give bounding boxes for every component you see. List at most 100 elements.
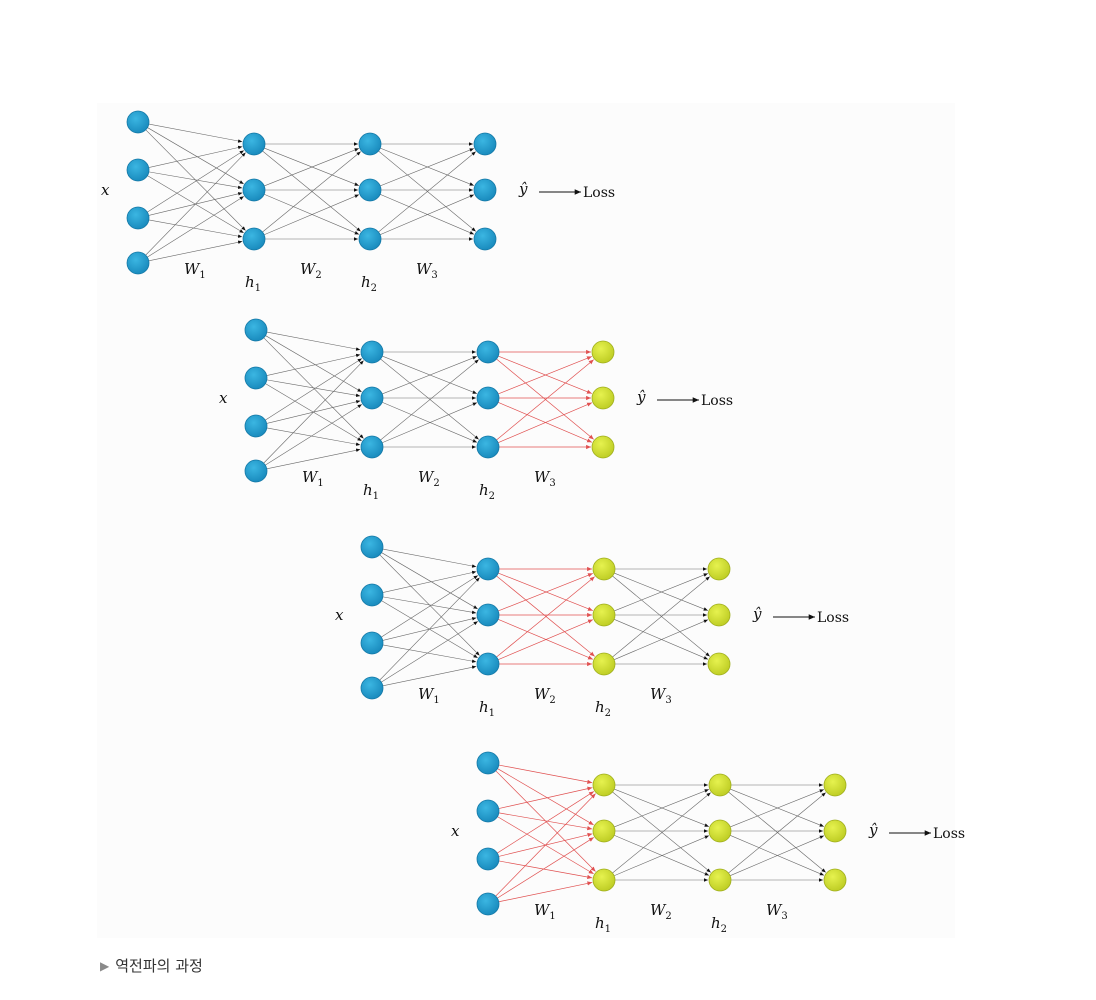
layer2-node <box>358 227 382 251</box>
input-node <box>126 206 150 230</box>
output-label-yhat: ŷ <box>752 605 762 623</box>
edge <box>498 764 593 784</box>
weights-w2-edges <box>380 350 479 449</box>
loss-label: Loss <box>933 826 965 842</box>
edge <box>730 835 825 876</box>
layer2-node <box>708 773 732 797</box>
weights-w3-edges <box>728 783 826 882</box>
input-label-x: x <box>335 606 344 624</box>
layer1-node <box>592 868 616 892</box>
input-node <box>476 751 500 775</box>
hidden-label-h2: h2 <box>711 914 727 935</box>
edge <box>378 151 476 233</box>
weights-w2-edges <box>612 783 711 882</box>
edge <box>728 791 826 873</box>
layer1-node <box>242 132 266 156</box>
weight-label-w2: W2 <box>300 260 322 281</box>
edge <box>266 427 361 446</box>
weight-label-w2: W2 <box>418 468 440 489</box>
input-node <box>476 799 500 823</box>
edge <box>379 577 480 681</box>
stage-backprop-w2: x W1 h1 W2 h2 W3 ŷ Loss <box>335 535 849 719</box>
edge <box>147 150 245 213</box>
edge <box>264 148 359 187</box>
input-node <box>244 366 268 390</box>
weight-label-w2: W2 <box>534 685 556 706</box>
edge <box>380 148 474 187</box>
layer1-node <box>476 557 500 581</box>
layer2-node <box>476 435 500 459</box>
layer3-node <box>823 819 847 843</box>
weights-w1-edges <box>495 764 596 903</box>
edge <box>381 575 479 638</box>
layer1-node <box>476 652 500 676</box>
input-node <box>360 535 384 559</box>
edge <box>498 860 593 880</box>
edge <box>145 152 246 256</box>
edge <box>148 145 243 168</box>
input-node <box>244 414 268 438</box>
input-node <box>244 459 268 483</box>
edge <box>730 788 824 827</box>
edge <box>614 835 710 876</box>
layer3-node <box>591 435 615 459</box>
layer3-node <box>707 603 731 627</box>
edge <box>380 359 479 441</box>
weight-label-w3: W3 <box>416 260 438 281</box>
weights-w3-edges <box>496 349 594 450</box>
edge <box>497 618 594 660</box>
layer1-node <box>592 819 616 843</box>
weights-w2-edges <box>262 142 361 241</box>
output-label-yhat: ŷ <box>868 821 878 839</box>
hidden-label-h2: h2 <box>479 481 495 502</box>
weight-label-w3: W3 <box>534 468 556 489</box>
caption-text: 역전파의 과정 <box>115 957 203 975</box>
layer3-node <box>473 132 497 156</box>
layer2-node <box>708 868 732 892</box>
weights-w1-edges <box>145 123 246 262</box>
layer3-node <box>473 178 497 202</box>
input-node <box>244 318 268 342</box>
layer1-node <box>242 178 266 202</box>
edge <box>147 127 244 185</box>
edge <box>382 402 478 443</box>
edge <box>495 793 596 897</box>
edge <box>380 194 475 235</box>
weight-label-w3: W3 <box>650 685 672 706</box>
stages: x W1 h1 W2 h2 W3 ŷ Loss x W1 h1 W2 h2 W3 ŷ Loss x W1 h1 W2 h… <box>101 110 965 935</box>
figure-caption: ▶ 역전파의 과정 <box>100 955 203 976</box>
edge <box>496 575 595 657</box>
input-node <box>126 251 150 275</box>
edge <box>262 150 361 232</box>
edge <box>378 150 476 232</box>
edge <box>497 402 593 444</box>
edge <box>148 171 243 190</box>
input-label-x: x <box>101 181 110 199</box>
input-node <box>476 892 500 916</box>
edge <box>497 837 595 899</box>
input-node <box>360 676 384 700</box>
edge <box>614 619 709 660</box>
edge <box>265 358 363 421</box>
output-label-yhat: ŷ <box>636 388 646 406</box>
edge <box>498 812 593 831</box>
stage-forward-pass: x W1 h1 W2 h2 W3 ŷ Loss <box>101 110 615 294</box>
edge <box>498 881 593 903</box>
layer2-node <box>476 340 500 364</box>
hidden-label-h2: h2 <box>595 698 611 719</box>
layer1-node <box>360 340 384 364</box>
edge <box>380 358 479 440</box>
edge <box>264 194 360 235</box>
edge <box>496 359 594 441</box>
layer3-node <box>823 868 847 892</box>
edge <box>266 331 361 351</box>
edge <box>498 786 593 809</box>
input-node <box>126 110 150 134</box>
edge <box>264 194 360 235</box>
layer3-node <box>473 227 497 251</box>
edge <box>614 572 708 611</box>
input-node <box>360 583 384 607</box>
edge <box>266 448 361 470</box>
edge <box>728 792 826 874</box>
